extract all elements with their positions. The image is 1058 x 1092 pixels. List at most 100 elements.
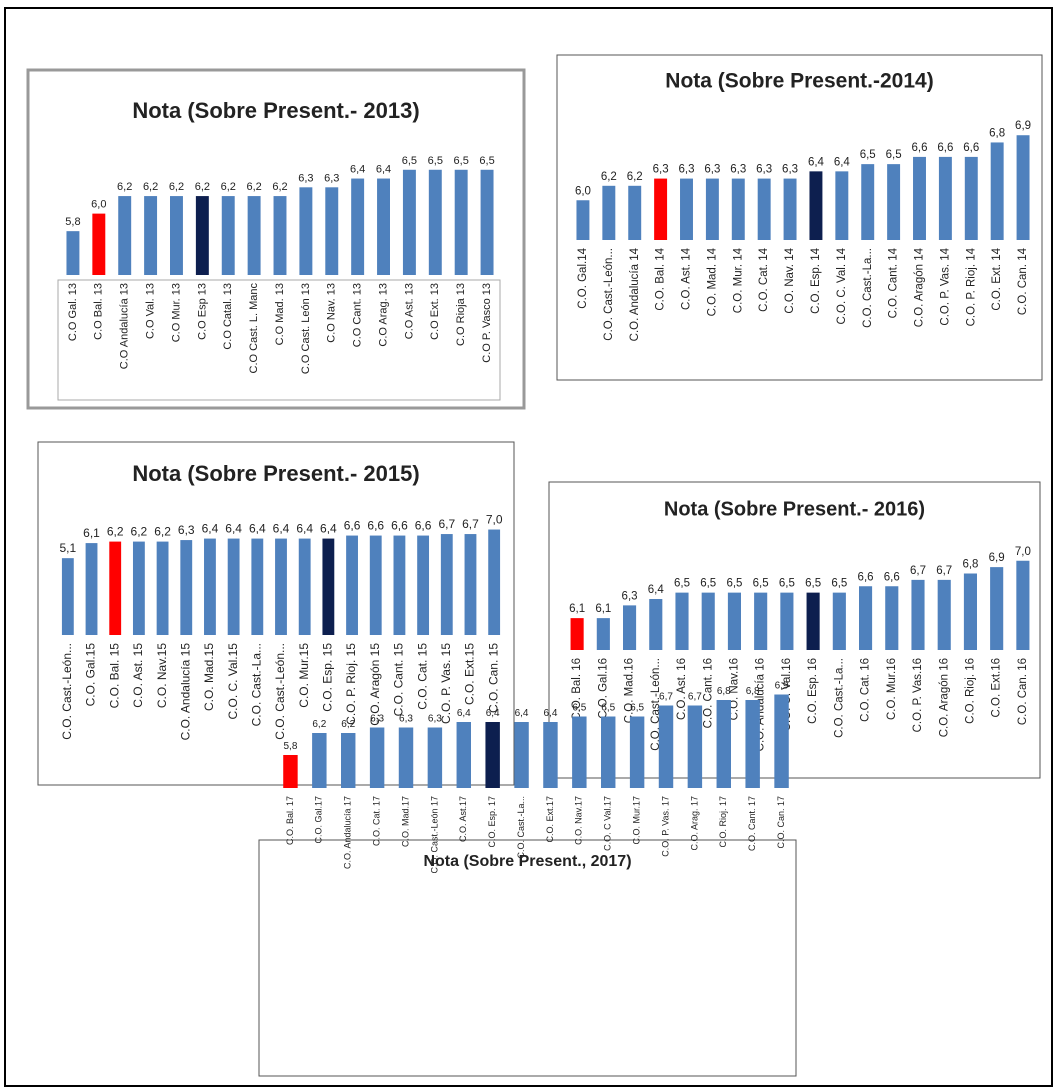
chart-title: Nota (Sobre Present.- 2013) (132, 98, 419, 123)
x-tick-label: C.O. Aragón 16 (938, 658, 950, 737)
bar (427, 727, 443, 788)
bar (247, 196, 261, 275)
bar (576, 200, 590, 240)
value-label: 6,6 (963, 142, 979, 154)
bar (393, 535, 406, 635)
bar (440, 534, 453, 635)
value-label: 6,2 (246, 181, 261, 193)
value-label: 6,7 (936, 565, 952, 577)
bar (322, 538, 335, 635)
value-label: 6,4 (376, 164, 391, 176)
bar (885, 586, 899, 650)
value-label: 6,3 (704, 164, 720, 176)
x-tick-label: C.O. Cast.-León 17 (429, 796, 439, 874)
value-label: 6,4 (457, 708, 471, 719)
value-label: 6,5 (805, 578, 821, 590)
value-label: 6,4 (808, 156, 825, 168)
x-tick-label: C.O. Cast.-La... (249, 643, 263, 726)
x-tick-label: C.O. Rioj. 17 (718, 796, 728, 848)
value-label: 6,0 (91, 199, 106, 211)
x-tick-label: C.O. Nav.15 (155, 643, 169, 708)
chart: Nota (Sobre Present., 2017) 5,8 C.O. Bal. … (258, 681, 797, 1077)
value-label: 6,5 (726, 578, 742, 590)
bar (275, 538, 287, 635)
value-label: 6,2 (627, 171, 643, 183)
x-tick-label: C.O. P. Vas. 17 (660, 796, 670, 857)
x-tick-label: C.O. Bal. 17 (285, 796, 295, 845)
bar (351, 178, 365, 275)
value-label: 6,7 (659, 692, 673, 703)
value-label: 6,7 (438, 517, 455, 531)
value-label: 6,2 (221, 181, 236, 193)
bar (109, 541, 122, 635)
bar (485, 722, 500, 788)
bar (480, 169, 494, 275)
x-tick-label: C.O. Mur.17 (631, 796, 641, 845)
x-tick-label: C.O. Ast. 15 (131, 643, 145, 708)
x-tick-label: C.O. Bal. 14 (655, 247, 667, 310)
bar (417, 535, 430, 635)
value-label: 6,3 (653, 164, 669, 176)
chart-title: Nota (Sobre Present., 2017) (423, 853, 631, 870)
x-tick-label: C.O. Aragón 14 (914, 247, 926, 327)
bar (623, 605, 637, 650)
value-label: 6,6 (884, 571, 900, 583)
x-tick-label: C.O. C. Val. 14 (836, 247, 848, 324)
x-tick-label: C.O. Ext.17 (545, 796, 555, 843)
bar (464, 534, 477, 635)
chart-frame (556, 54, 1043, 381)
bar (1016, 560, 1030, 650)
bar (180, 540, 193, 635)
x-tick-label: C.O. Andalucía 14 (629, 247, 641, 341)
bar (428, 169, 442, 275)
x-tick-label: C.O Arag. 13 (377, 283, 389, 347)
value-label: 6,3 (756, 164, 772, 176)
value-label: 6,3 (622, 590, 638, 602)
value-label: 6,3 (370, 714, 384, 725)
x-tick-label: C.O. Ext.16 (991, 658, 1003, 717)
x-tick-label: C.O. Mur.16 (886, 658, 898, 720)
value-label: 6,6 (858, 571, 874, 583)
value-label: 6,9 (989, 552, 1005, 564)
x-tick-label: C.O Cast. L. Manc (248, 283, 260, 374)
x-tick-label: C.O. Gal.16 (597, 658, 609, 719)
x-tick-label: C.O. Mur. 14 (732, 247, 744, 313)
x-tick-label: C.O Esp 13 (196, 283, 208, 340)
x-tick-label: C.O. Cast.-León... (603, 248, 615, 341)
x-tick-label: C.O Gal. 13 (67, 283, 79, 341)
bar (701, 592, 715, 650)
x-tick-label: C.O Val. 13 (144, 283, 156, 339)
value-label: 6,6 (391, 519, 408, 533)
bar (835, 171, 849, 240)
chart-title: Nota (Sobre Present.- 2015) (132, 461, 419, 486)
bar (195, 196, 209, 275)
x-tick-label: C.O. Ast. 16 (676, 658, 688, 720)
x-tick-label: C.O. Ast. 14 (681, 247, 693, 310)
chart: Nota (Sobre Present.-2014) 6,0 C.O. Gal.14… (556, 54, 1043, 381)
bar (251, 538, 264, 635)
x-tick-label: C.O. P. Vas. 14 (939, 247, 951, 325)
bar (156, 541, 169, 635)
bar (341, 733, 356, 788)
bar (346, 535, 358, 635)
x-tick-label: C.O. Gal.14 (577, 247, 589, 308)
x-tick-label: C.O. Bal. 16 (571, 658, 583, 721)
bar (727, 592, 741, 650)
bar (809, 171, 823, 240)
bar (963, 573, 977, 650)
value-label: 6,2 (169, 181, 184, 193)
bar (572, 716, 587, 788)
x-tick-label: C.O. Andalucía 15 (178, 643, 192, 741)
chart: Nota (Sobre Present.- 2013) 5,8 C.O Gal. 1… (26, 68, 526, 410)
x-tick-label: C.O. Can. 15 (486, 643, 500, 713)
bar (913, 156, 926, 240)
x-tick-label: C.O. Aragón 15 (368, 643, 382, 726)
bar (402, 169, 416, 275)
value-label: 6,2 (107, 525, 124, 539)
bar (283, 755, 298, 788)
x-tick-label: C.O. Cast.-La... (833, 658, 845, 738)
bar (757, 178, 771, 240)
bar (118, 196, 132, 275)
x-tick-label: C.O. Can. 16 (1017, 658, 1029, 725)
value-label: 6,4 (202, 522, 219, 536)
